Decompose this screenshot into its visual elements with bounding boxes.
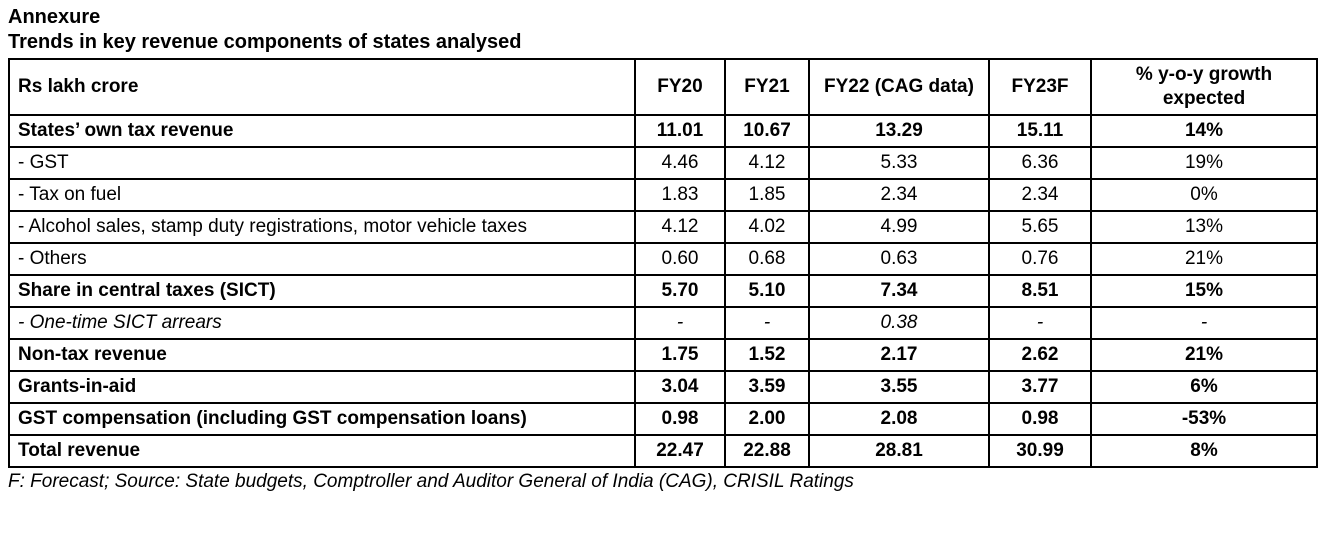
cell-value: 0.98 xyxy=(988,402,1092,436)
cell-value: - xyxy=(1090,306,1318,340)
cell-value: 4.02 xyxy=(724,210,810,244)
table-row-tax-on-fuel: - Tax on fuel 1.83 1.85 2.34 2.34 0% xyxy=(8,178,1318,212)
row-label: - Tax on fuel xyxy=(8,178,636,212)
cell-value: 1.75 xyxy=(634,338,726,372)
cell-value: - xyxy=(634,306,726,340)
row-label: - GST xyxy=(8,146,636,180)
cell-value: 1.85 xyxy=(724,178,810,212)
table-row-share-in-central-taxes: Share in central taxes (SICT) 5.70 5.10 … xyxy=(8,274,1318,308)
column-header-fy22: FY22 (CAG data) xyxy=(808,58,990,116)
annexure-page: Annexure Trends in key revenue component… xyxy=(8,6,1318,492)
cell-value: 1.52 xyxy=(724,338,810,372)
cell-value: 7.34 xyxy=(808,274,990,308)
table-row-others: - Others 0.60 0.68 0.63 0.76 21% xyxy=(8,242,1318,276)
cell-value: 3.55 xyxy=(808,370,990,404)
cell-value: 2.08 xyxy=(808,402,990,436)
cell-value: 2.34 xyxy=(808,178,990,212)
column-header-unit: Rs lakh crore xyxy=(8,58,636,116)
row-label: Grants-in-aid xyxy=(8,370,636,404)
row-label: Total revenue xyxy=(8,434,636,468)
cell-value: 0.38 xyxy=(808,306,990,340)
cell-value: 13.29 xyxy=(808,114,990,148)
column-header-fy20: FY20 xyxy=(634,58,726,116)
cell-value: 0.98 xyxy=(634,402,726,436)
table-row-one-time-sict-arrears: - One-time SICT arrears - - 0.38 - - xyxy=(8,306,1318,340)
table-row-non-tax-revenue: Non-tax revenue 1.75 1.52 2.17 2.62 21% xyxy=(8,338,1318,372)
cell-value: 21% xyxy=(1090,338,1318,372)
table-row-alcohol-stamp-motor: - Alcohol sales, stamp duty registration… xyxy=(8,210,1318,244)
row-label: - One-time SICT arrears xyxy=(8,306,636,340)
cell-value: 15% xyxy=(1090,274,1318,308)
column-header-growth: % y-o-y growth expected xyxy=(1090,58,1318,116)
cell-value: 10.67 xyxy=(724,114,810,148)
cell-value: 2.00 xyxy=(724,402,810,436)
cell-value: 22.88 xyxy=(724,434,810,468)
cell-value: 1.83 xyxy=(634,178,726,212)
cell-value: 5.70 xyxy=(634,274,726,308)
cell-value: 5.33 xyxy=(808,146,990,180)
cell-value: 8.51 xyxy=(988,274,1092,308)
cell-value: 6.36 xyxy=(988,146,1092,180)
cell-value: 13% xyxy=(1090,210,1318,244)
cell-value: 28.81 xyxy=(808,434,990,468)
table-caption: Trends in key revenue components of stat… xyxy=(8,31,522,53)
cell-value: 14% xyxy=(1090,114,1318,148)
cell-value: 6% xyxy=(1090,370,1318,404)
cell-value: 4.12 xyxy=(634,210,726,244)
cell-value: 0.63 xyxy=(808,242,990,276)
revenue-components-table: Rs lakh crore FY20 FY21 FY22 (CAG data) … xyxy=(8,58,1318,468)
cell-value: 19% xyxy=(1090,146,1318,180)
row-label: - Others xyxy=(8,242,636,276)
cell-value: 11.01 xyxy=(634,114,726,148)
cell-value: 21% xyxy=(1090,242,1318,276)
cell-value: -53% xyxy=(1090,402,1318,436)
cell-value: 3.77 xyxy=(988,370,1092,404)
table-row-states-own-tax-revenue: States’ own tax revenue 11.01 10.67 13.2… xyxy=(8,114,1318,148)
row-label: GST compensation (including GST compensa… xyxy=(8,402,636,436)
table-row-gst: - GST 4.46 4.12 5.33 6.36 19% xyxy=(8,146,1318,180)
cell-value: 0.60 xyxy=(634,242,726,276)
cell-value: - xyxy=(724,306,810,340)
table-row-gst-compensation: GST compensation (including GST compensa… xyxy=(8,402,1318,436)
source-footnote: F: Forecast; Source: State budgets, Comp… xyxy=(8,471,854,492)
cell-value: 3.04 xyxy=(634,370,726,404)
cell-value: 0.76 xyxy=(988,242,1092,276)
column-header-fy21: FY21 xyxy=(724,58,810,116)
cell-value: 2.17 xyxy=(808,338,990,372)
cell-value: 0% xyxy=(1090,178,1318,212)
cell-value: 8% xyxy=(1090,434,1318,468)
cell-value: 3.59 xyxy=(724,370,810,404)
cell-value: 15.11 xyxy=(988,114,1092,148)
cell-value: 30.99 xyxy=(988,434,1092,468)
cell-value: 5.65 xyxy=(988,210,1092,244)
cell-value: - xyxy=(988,306,1092,340)
table-row-grants-in-aid: Grants-in-aid 3.04 3.59 3.55 3.77 6% xyxy=(8,370,1318,404)
row-label: - Alcohol sales, stamp duty registration… xyxy=(8,210,636,244)
cell-value: 4.12 xyxy=(724,146,810,180)
row-label: Non-tax revenue xyxy=(8,338,636,372)
cell-value: 2.34 xyxy=(988,178,1092,212)
row-label: States’ own tax revenue xyxy=(8,114,636,148)
column-header-fy23f: FY23F xyxy=(988,58,1092,116)
cell-value: 2.62 xyxy=(988,338,1092,372)
cell-value: 5.10 xyxy=(724,274,810,308)
cell-value: 0.68 xyxy=(724,242,810,276)
cell-value: 4.46 xyxy=(634,146,726,180)
page-title: Annexure xyxy=(8,6,101,28)
row-label: Share in central taxes (SICT) xyxy=(8,274,636,308)
cell-value: 4.99 xyxy=(808,210,990,244)
header-row: Rs lakh crore FY20 FY21 FY22 (CAG data) … xyxy=(8,58,1318,116)
cell-value: 22.47 xyxy=(634,434,726,468)
table-row-total-revenue: Total revenue 22.47 22.88 28.81 30.99 8% xyxy=(8,434,1318,468)
